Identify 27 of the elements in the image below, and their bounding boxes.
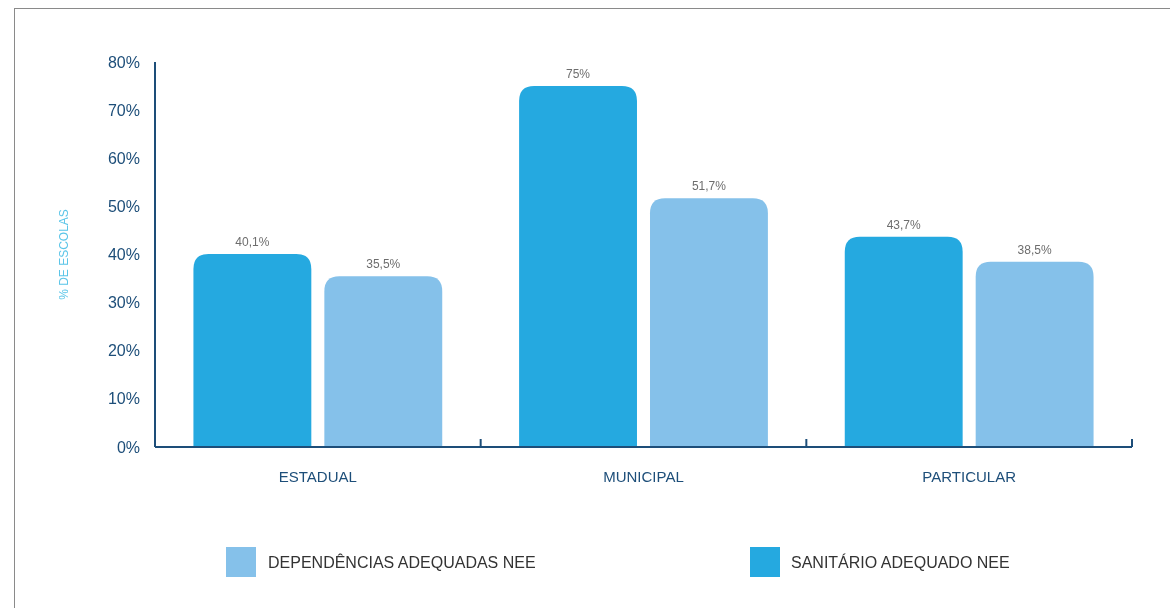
data-label: 51,7% bbox=[691, 179, 727, 194]
y-tick-label: 10% bbox=[107, 390, 140, 408]
legend-label: SANITÁRIO ADEQUADO NEE bbox=[791, 552, 1010, 571]
y-tick-label: 70% bbox=[107, 101, 140, 119]
data-label: 38,5% bbox=[1017, 242, 1052, 257]
data-label: 40,1% bbox=[235, 235, 270, 250]
y-tick-label: 20% bbox=[107, 342, 140, 360]
y-tick-label: 0% bbox=[116, 438, 140, 456]
bar bbox=[324, 276, 443, 447]
x-tick-label: MUNICIPAL bbox=[603, 468, 684, 485]
y-tick-label: 30% bbox=[107, 294, 140, 312]
bar bbox=[975, 261, 1094, 447]
bar bbox=[519, 86, 637, 447]
bar bbox=[650, 198, 768, 447]
y-tick-label: 50% bbox=[107, 197, 140, 215]
data-label: 75% bbox=[566, 67, 591, 82]
data-label: 35,5% bbox=[366, 257, 401, 272]
y-axis-title: % DE ESCOLAS bbox=[57, 209, 71, 300]
y-tick-label: 40% bbox=[107, 246, 140, 264]
bar bbox=[193, 254, 312, 447]
x-tick-label: ESTADUAL bbox=[278, 468, 357, 485]
data-label: 43,7% bbox=[886, 217, 922, 232]
y-tick-label: 80% bbox=[107, 53, 140, 71]
y-tick-label: 60% bbox=[107, 149, 140, 167]
bar bbox=[844, 236, 963, 447]
legend-label: DEPENDÊNCIAS ADEQUADAS NEE bbox=[268, 552, 536, 571]
x-tick-label: PARTICULAR bbox=[922, 468, 1017, 485]
